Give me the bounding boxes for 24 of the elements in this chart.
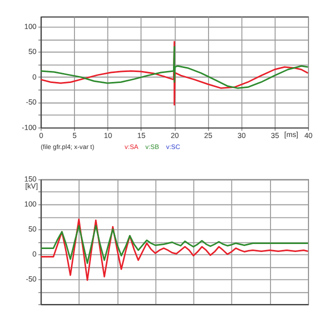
x-tick-label: 15	[137, 131, 146, 140]
y-axis-title: [kV]	[25, 182, 38, 191]
y-tick-label: 100	[24, 22, 37, 31]
y-tick-label: 50	[28, 47, 37, 56]
x-tick-label: 0	[39, 131, 44, 140]
y-tick-label: 150	[24, 174, 37, 184]
x-tick-label: 20	[170, 131, 179, 140]
x-tick-label: 10	[104, 131, 112, 140]
x-tick-label: 5	[72, 131, 77, 140]
line-series	[40, 218, 308, 281]
y-tick-label: 100	[24, 200, 37, 209]
x-tick-label: 30	[238, 131, 246, 140]
y-tick-label: -50	[26, 98, 37, 107]
x-tick-label: 25	[204, 131, 212, 140]
y-tick-label: 0	[32, 72, 37, 82]
y-tick-label: -100	[22, 122, 37, 132]
y-tick-label: -50	[26, 274, 37, 284]
line-series	[40, 46, 308, 89]
x-tick-label: 40	[304, 131, 313, 140]
x-tick-label: 35	[270, 131, 280, 140]
x-axis-title: [ms]	[284, 130, 298, 139]
y-tick-label: 0	[32, 250, 37, 259]
line-series	[40, 225, 308, 264]
y-tick-label: 50	[28, 224, 37, 234]
